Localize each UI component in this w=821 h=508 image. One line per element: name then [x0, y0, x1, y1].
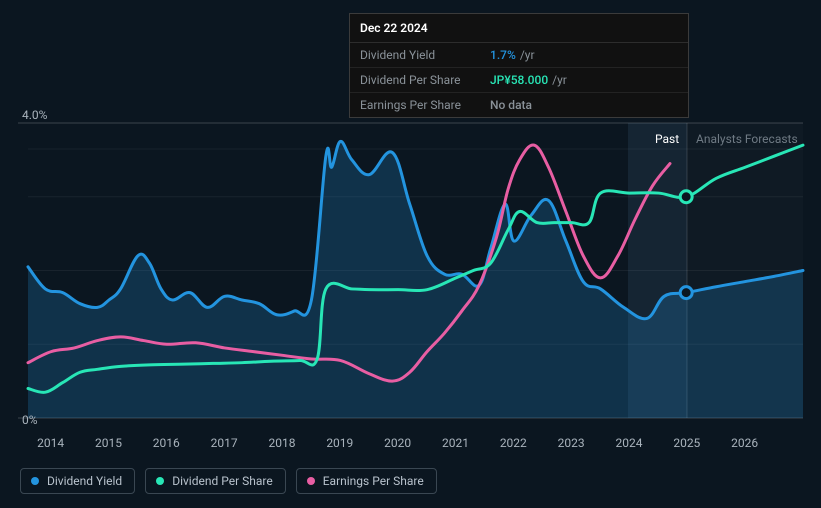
yaxis-top-label: 4.0% [22, 108, 47, 122]
tooltip-unit: /yr [520, 48, 535, 62]
forecast-label: Analysts Forecasts [696, 132, 798, 146]
tooltip-date: Dec 22 2024 [350, 14, 688, 43]
xaxis-year-label: 2018 [268, 436, 295, 450]
xaxis-year-label: 2017 [211, 436, 238, 450]
legend-label: Dividend Per Share [172, 474, 273, 488]
chart-container: 4.0% 0% Past Analysts Forecasts 2014 2015… [0, 0, 821, 508]
tooltip-row: Earnings Per ShareNo data [350, 93, 688, 117]
xaxis-year-label: 2019 [326, 436, 353, 450]
tooltip-row: Dividend Per ShareJP¥58.000/yr [350, 68, 688, 93]
tooltip-label: Dividend Yield [360, 48, 490, 62]
tooltip-label: Dividend Per Share [360, 73, 490, 87]
xaxis-year-label: 2021 [442, 436, 469, 450]
legend-dot [307, 477, 315, 485]
xaxis-year-label: 2024 [615, 436, 642, 450]
legend-dot [156, 477, 164, 485]
legend: Dividend Yield Dividend Per Share Earnings… [20, 468, 437, 494]
tooltip-unit: /yr [552, 73, 567, 87]
xaxis-year-label: 2025 [673, 436, 700, 450]
legend-label: Earnings Per Share [323, 474, 424, 488]
tooltip-label: Earnings Per Share [360, 98, 490, 112]
tooltip-value: 1.7% [490, 48, 516, 62]
xaxis-year-label: 2016 [153, 436, 180, 450]
xaxis-year-label: 2014 [37, 436, 64, 450]
legend-label: Dividend Yield [47, 474, 122, 488]
xaxis-year-label: 2023 [558, 436, 585, 450]
chart-tooltip: Dec 22 2024 Dividend Yield1.7%/yrDividen… [349, 13, 689, 118]
past-label: Past [655, 132, 679, 146]
xaxis-year-label: 2015 [95, 436, 122, 450]
legend-item[interactable]: Dividend Per Share [145, 468, 286, 494]
legend-item[interactable]: Earnings Per Share [296, 468, 437, 494]
yaxis-bottom-label: 0% [22, 413, 38, 427]
xaxis-year-label: 2020 [384, 436, 411, 450]
tooltip-value: No data [490, 98, 532, 112]
legend-dot [31, 477, 39, 485]
xaxis-year-label: 2022 [500, 436, 527, 450]
xaxis-year-label: 2026 [731, 436, 758, 450]
tooltip-row: Dividend Yield1.7% /yr [350, 43, 688, 68]
tooltip-value: JP¥58.000 [490, 73, 548, 87]
legend-item[interactable]: Dividend Yield [20, 468, 135, 494]
